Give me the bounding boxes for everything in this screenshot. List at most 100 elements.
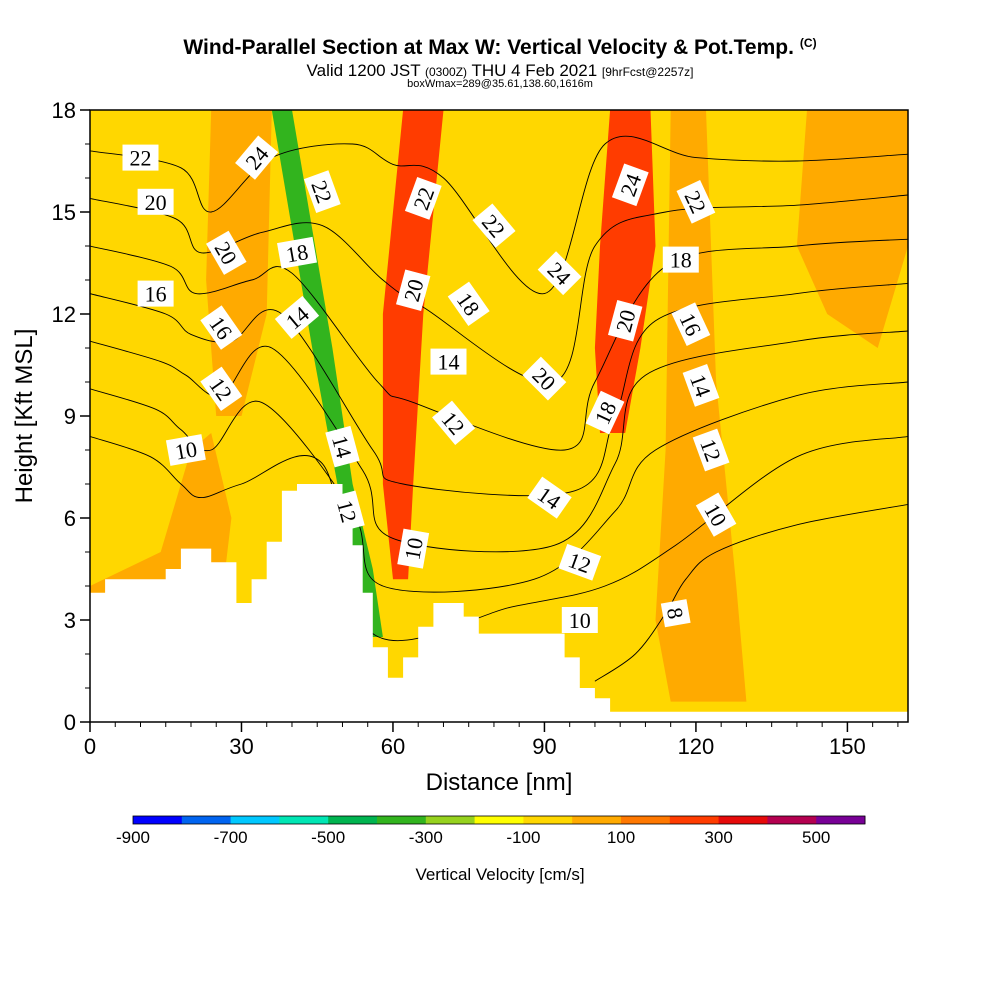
contour-label-box <box>692 428 730 472</box>
x-tick-label: 0 <box>84 734 96 759</box>
colorbar-tick-label: -100 <box>506 828 540 847</box>
contour-label-box <box>671 302 711 347</box>
colorbar-swatch <box>279 816 329 824</box>
contour-label-box <box>200 366 243 412</box>
colorbar-swatch <box>328 816 378 824</box>
contour-label-box <box>303 170 341 213</box>
contour-label-box <box>558 543 602 581</box>
contour-label-text: 18 <box>284 239 310 267</box>
contour-label-box <box>122 144 159 171</box>
chart-title: Wind-Parallel Section at Max W: Vertical… <box>0 36 1000 60</box>
contour-label-text: 10 <box>569 608 591 633</box>
colorbar-label: Vertical Velocity [cm/s] <box>415 865 584 884</box>
contour-label-12: 12 <box>330 490 365 532</box>
contour-label-box <box>274 295 320 339</box>
terrain <box>90 484 908 722</box>
y-tick-label: 18 <box>52 98 76 123</box>
chart-title-tag: (C) <box>799 36 817 50</box>
contour-label-box <box>330 490 365 532</box>
contour-label-14: 20 <box>395 269 431 311</box>
chart-title-text: Wind-Parallel Section at Max W: Vertical… <box>183 36 794 59</box>
y-tick-label: 0 <box>64 710 76 735</box>
colorbar-tick-label: 500 <box>802 828 830 847</box>
colorbar-swatch <box>523 816 573 824</box>
contour-label-18: 14 <box>430 348 467 375</box>
contour-label-text: 20 <box>145 190 167 215</box>
colorbar-swatch <box>816 816 866 824</box>
contour-label-box <box>607 300 643 342</box>
contour-label-box <box>325 425 360 468</box>
y-tick-label: 3 <box>64 608 76 633</box>
x-tick-label: 30 <box>229 734 253 759</box>
contour-label-box <box>235 135 279 180</box>
contour-8 <box>594 503 908 682</box>
contour-label-box <box>676 179 716 224</box>
subtitle-utc: (0300Z) <box>425 65 468 79</box>
contour-label-box <box>695 492 737 537</box>
colorbar-swatch <box>767 816 817 824</box>
contour-label-box <box>137 188 174 215</box>
colorbar-frame <box>132 815 866 825</box>
contour-label-3: 10 <box>165 434 206 466</box>
contour-label-0: 22 <box>122 144 159 171</box>
contour-label-text: 16 <box>145 282 167 307</box>
contour-label-box <box>682 364 720 407</box>
contour-label-box <box>165 434 206 466</box>
x-axis-label: Distance [nm] <box>426 769 573 796</box>
colorbar-tick-label: -700 <box>214 828 248 847</box>
contour-label-15: 10 <box>397 528 430 569</box>
colorbar-swatch <box>572 816 622 824</box>
colorbar-tick-label: 100 <box>607 828 635 847</box>
contour-label-text: 18 <box>670 248 692 273</box>
contour-label-box <box>200 305 243 350</box>
colorbar-swatch <box>621 816 671 824</box>
x-tick-label: 120 <box>678 734 715 759</box>
colorbar-swatch <box>377 816 427 824</box>
terrain-profile <box>90 484 908 722</box>
colorbar-tick-label: -300 <box>409 828 443 847</box>
contour-label-box <box>662 246 699 273</box>
y-tick-label: 6 <box>64 506 76 531</box>
colorbar-swatch <box>425 816 476 824</box>
contour-label-box <box>527 476 572 519</box>
chart-subtitle-box: boxWmax=289@35.61,138.60,1616m <box>407 78 593 90</box>
y-tick-label: 15 <box>52 200 76 225</box>
contour-label-text: 10 <box>173 436 199 464</box>
colorbar-swatch <box>181 816 232 824</box>
contour-label-box <box>472 203 516 248</box>
chart-subtitle: Valid 1200 JST (0300Z) THU 4 Feb 2021 [9… <box>0 61 1000 81</box>
y-tick-label: 9 <box>64 404 76 429</box>
subtitle-forecast: [9hrFcst@2257z] <box>601 65 694 79</box>
contour-22 <box>90 135 908 295</box>
colorbar-swatch <box>669 816 720 824</box>
contour-label-box <box>206 230 247 275</box>
contour-label-text: 8 <box>662 606 689 621</box>
x-tick-label: 150 <box>829 734 866 759</box>
contour-12 <box>90 381 908 593</box>
contour-label-box <box>404 177 442 220</box>
contour-label-box <box>585 390 625 435</box>
contour-label-9: 18 <box>277 236 317 269</box>
colorbar-swatch <box>474 816 524 824</box>
updraft-band-1 <box>382 110 444 580</box>
contour-label-26: 20 <box>607 300 643 342</box>
contour-label-24: 10 <box>561 607 598 633</box>
y-tick-label: 12 <box>52 302 76 327</box>
contour-label-box <box>137 280 174 307</box>
orange-band-6 <box>796 110 908 348</box>
contour-label-8: 22 <box>303 170 341 213</box>
contour-label-13: 22 <box>404 177 442 220</box>
contour-label-1: 20 <box>137 188 174 215</box>
x-tick-label: 90 <box>532 734 556 759</box>
contour-label-box <box>447 281 490 327</box>
colorbar-swatch <box>718 816 768 824</box>
colorbar-tick-label: -500 <box>311 828 345 847</box>
contour-label-2: 16 <box>137 280 174 307</box>
contour-label-box <box>611 163 649 207</box>
contour-label-box <box>432 400 476 445</box>
colorbar-tick-label: -900 <box>116 828 150 847</box>
contour-label-box <box>537 251 582 296</box>
axes: 0 30 60 90 120 150 0 3 6 9 12 15 18 <box>52 98 899 759</box>
contour-label-11: 14 <box>325 425 360 468</box>
